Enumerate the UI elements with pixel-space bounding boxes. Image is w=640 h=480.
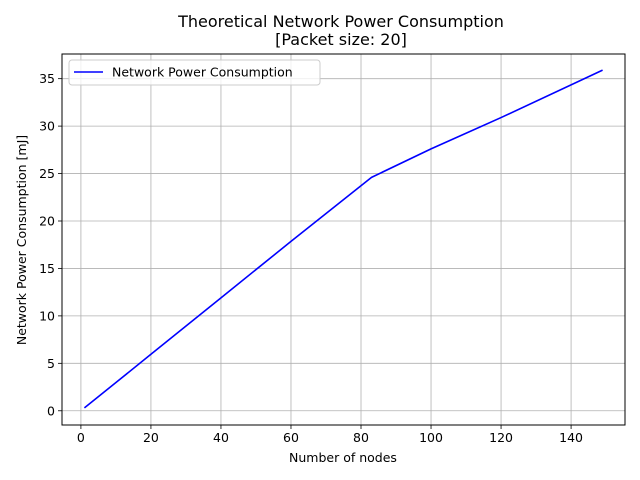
- y-tick-label: 5: [47, 356, 55, 371]
- x-tick-label: 80: [353, 430, 369, 445]
- legend-label: Network Power Consumption: [112, 65, 293, 80]
- grid-lines: [62, 54, 625, 425]
- y-axis-ticks: 0 5 10 15 20 25 30 35: [39, 71, 62, 418]
- y-tick-label: 35: [39, 71, 55, 86]
- y-tick-label: 0: [47, 403, 55, 418]
- chart-subtitle: [Packet size: 20]: [275, 30, 407, 49]
- x-axis-label: Number of nodes: [289, 450, 397, 465]
- x-axis-ticks: 0 20 40 60 80 100 120 140: [77, 425, 583, 445]
- series-line: [83, 69, 603, 409]
- y-axis-label: Network Power Consumption [mJ]: [14, 135, 29, 345]
- y-tick-label: 10: [39, 308, 55, 323]
- y-tick-label: 30: [39, 119, 55, 134]
- legend-box: [68, 59, 321, 86]
- y-tick-label: 25: [39, 166, 55, 181]
- y-tick-label: 15: [39, 261, 55, 276]
- x-tick-label: 120: [489, 430, 513, 445]
- y-tick-label: 20: [39, 213, 55, 228]
- x-tick-label: 140: [559, 430, 583, 445]
- plot-frame: [61, 53, 626, 426]
- series-layer: [83, 69, 603, 409]
- x-tick-label: 20: [143, 430, 159, 445]
- x-tick-label: 100: [419, 430, 443, 445]
- x-tick-label: 40: [213, 430, 229, 445]
- legend: Network Power Consumption: [68, 59, 321, 86]
- x-tick-label: 60: [283, 430, 299, 445]
- x-tick-label: 0: [77, 430, 85, 445]
- chart-title: Theoretical Network Power Consumption: [177, 12, 504, 31]
